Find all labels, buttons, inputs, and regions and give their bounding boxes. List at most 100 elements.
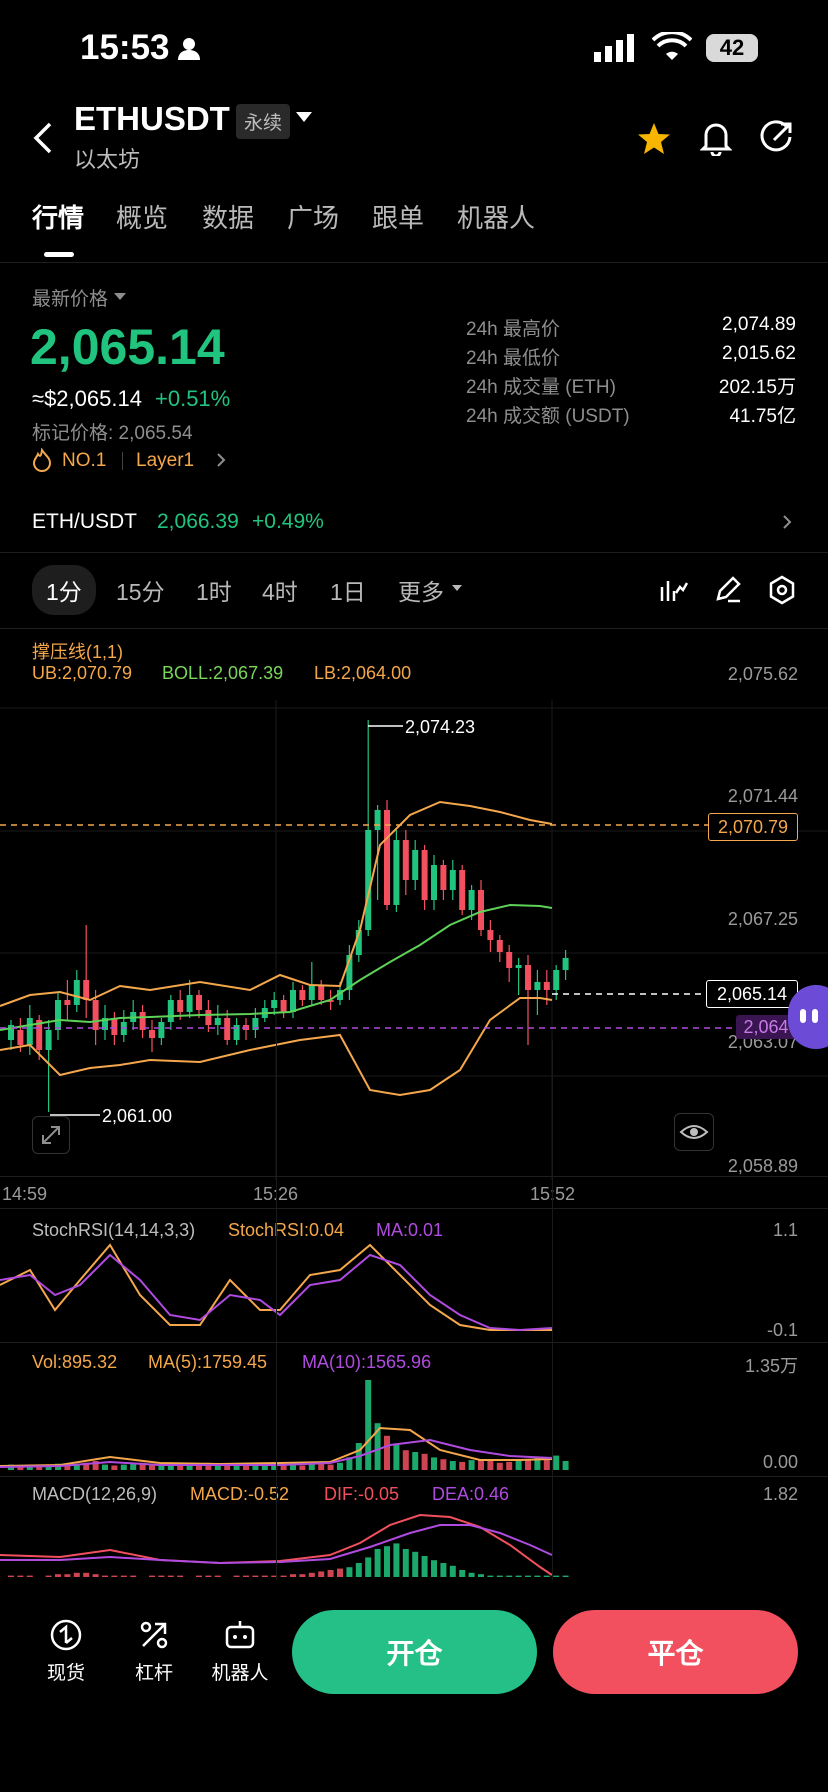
volume-bar [431,1457,437,1470]
tab-overview[interactable]: 概览 [116,203,169,233]
tab-market[interactable]: 行情 [32,203,85,233]
perpetual-badge: 永续 [236,104,291,139]
stochrsi-k-line [0,1243,552,1331]
symbol-title[interactable]: ETHUSDT [74,100,230,137]
bot-shortcut[interactable]: 机器人 [200,1618,280,1685]
volume-bar [196,1465,202,1470]
spot-pair: ETH/USDT [32,510,137,533]
timeframe-more[interactable]: 更多 [398,579,444,605]
close-position-button[interactable]: 平仓 [553,1610,798,1694]
macd-histogram-bar [478,1574,484,1577]
stochrsi-ma: MA:0.01 [376,1220,444,1240]
back-arrow-icon[interactable] [30,120,56,156]
timeframe-4h[interactable]: 4时 [262,579,298,605]
volume-bar [506,1461,513,1470]
candle-body [506,952,513,968]
candle-body [111,1018,118,1035]
stat-label-turnover: 24h 成交额 (USDT) [466,406,630,427]
volume-chart [0,1380,569,1470]
favorite-star-icon[interactable] [636,122,672,156]
candle-body [139,1012,146,1030]
timeframe-1d[interactable]: 1日 [330,579,366,605]
floating-assistant-bubble[interactable] [788,985,828,1049]
tab-bots[interactable]: 机器人 [457,203,536,233]
leverage-shortcut[interactable]: 杠杆 [114,1618,194,1685]
tab-copy-trade[interactable]: 跟单 [372,203,425,233]
price-axis-label: 2,067.25 [727,909,798,929]
macd-histogram-bar [252,1575,259,1577]
candle-body [496,940,503,952]
candle-body [299,990,306,1000]
alert-bell-icon[interactable] [700,120,732,156]
volume-bar [224,1464,231,1470]
volume-bar [543,1459,550,1470]
signal-icon [594,34,634,62]
volume-bar [17,1466,24,1470]
candlestick-chart[interactable]: 2,074.23 2,061.00 [0,700,828,1180]
assistant-eye-left [800,1009,806,1023]
indicator-icon[interactable] [660,577,688,603]
volume-bar [440,1459,447,1470]
macd-histogram-bar [120,1575,127,1577]
tab-square[interactable]: 广场 [287,203,340,233]
candle-body [440,865,447,890]
timeframe-1m[interactable]: 1分 [32,565,96,615]
rank-badge[interactable]: NO.1 [62,450,107,471]
toggle-visibility-button[interactable] [674,1113,714,1151]
macd-histogram-bar [290,1574,296,1577]
macd-histogram-bar [355,1563,362,1577]
stochrsi-title[interactable]: StochRSI(14,14,3,3) [32,1220,196,1240]
macd-histogram-bar [73,1572,80,1577]
timeframe-1h[interactable]: 1时 [196,579,232,605]
macd-histogram-bar [8,1575,14,1577]
spot-pair-row[interactable]: ETH/USDT 2,066.39 +0.49% [0,500,828,546]
macd-title[interactable]: MACD(12,26,9) [32,1484,158,1504]
volume-bar [158,1465,165,1470]
macd-histogram-bar [92,1574,99,1577]
candle-body [459,870,466,910]
macd-histogram-bar [402,1549,409,1577]
tab-data[interactable]: 数据 [202,203,255,233]
macd-histogram-bar [374,1549,381,1577]
divider [0,1208,828,1209]
candle-body [562,958,569,970]
chevron-right-icon[interactable] [216,452,226,468]
main-indicator-title[interactable]: 撑压线(1,1) [32,642,124,662]
volume-value[interactable]: Vol:895.32 [32,1352,118,1372]
latest-price-dropdown-icon[interactable] [114,293,126,301]
candle-body [402,840,409,880]
last-price-tag: 2,065.14 [706,980,798,1008]
volume-bar [271,1463,278,1470]
latest-price-label[interactable]: 最新价格 [32,289,109,310]
volume-bar [243,1464,249,1470]
macd-histogram-bar [111,1575,118,1577]
settings-hexagon-icon[interactable] [768,575,796,605]
candle-body [478,890,484,930]
fire-icon [32,448,52,472]
volume-ma5-line [0,1426,553,1467]
leverage-shortcut-label: 杠杆 [134,1663,173,1684]
open-position-button[interactable]: 开仓 [292,1610,537,1694]
macd-histogram-bar [149,1575,155,1577]
grid-vertical-line [552,1040,553,1580]
macd-histogram-bar [55,1574,61,1577]
macd-histogram-bar [365,1557,372,1577]
draw-pencil-icon[interactable] [714,575,742,603]
symbol-dropdown-icon[interactable] [296,112,312,124]
macd-histogram-bar [177,1575,184,1577]
candle-body [8,1025,14,1040]
volume-bar [308,1461,315,1470]
ub-value: UB:2,070.79 [32,663,133,683]
sector-tag[interactable]: Layer1 [136,450,195,471]
macd-histogram-bar [346,1567,353,1577]
expand-chart-button[interactable] [32,1116,70,1154]
macd-histogram-bar [553,1575,560,1577]
more-dropdown-icon[interactable] [452,585,462,592]
volume-bar [384,1435,390,1470]
timeframe-15m[interactable]: 15分 [116,579,165,605]
stochrsi-d-line [0,1253,553,1332]
candle-body [327,1000,334,1002]
share-icon[interactable] [760,120,794,154]
spot-shortcut[interactable]: 现货 [26,1618,106,1685]
volume-bar [468,1460,475,1470]
